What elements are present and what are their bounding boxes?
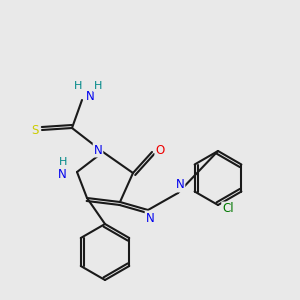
Text: N: N [176, 178, 184, 191]
Text: H: H [74, 81, 82, 91]
Text: H: H [58, 157, 67, 167]
Text: O: O [155, 143, 165, 157]
Text: N: N [85, 89, 94, 103]
Text: N: N [146, 212, 154, 224]
Text: H: H [94, 81, 102, 91]
Text: N: N [58, 167, 67, 181]
Text: N: N [94, 143, 102, 157]
Text: Cl: Cl [222, 202, 234, 215]
Text: S: S [31, 124, 39, 136]
